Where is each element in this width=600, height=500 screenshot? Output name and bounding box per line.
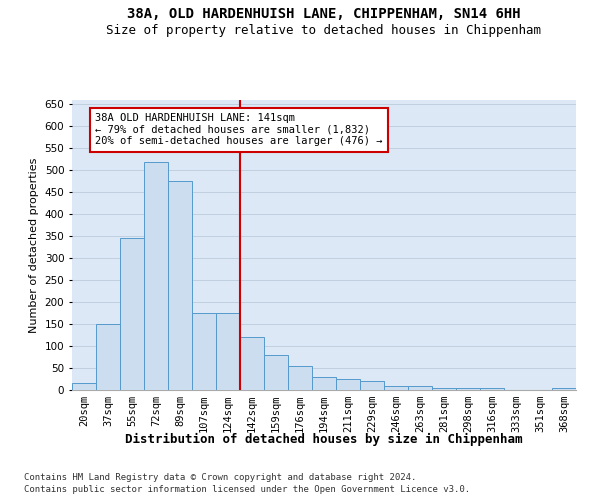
Text: Distribution of detached houses by size in Chippenham: Distribution of detached houses by size …	[125, 432, 523, 446]
Text: Size of property relative to detached houses in Chippenham: Size of property relative to detached ho…	[107, 24, 542, 37]
Bar	[288, 366, 312, 390]
Bar	[408, 386, 432, 390]
Bar	[264, 355, 288, 390]
Text: 38A, OLD HARDENHUISH LANE, CHIPPENHAM, SN14 6HH: 38A, OLD HARDENHUISH LANE, CHIPPENHAM, S…	[127, 8, 521, 22]
Bar	[360, 381, 384, 390]
Bar	[192, 313, 216, 390]
Bar	[168, 182, 192, 390]
Text: 38A OLD HARDENHUISH LANE: 141sqm
← 79% of detached houses are smaller (1,832)
20: 38A OLD HARDENHUISH LANE: 141sqm ← 79% o…	[95, 113, 382, 146]
Text: Contains HM Land Registry data © Crown copyright and database right 2024.: Contains HM Land Registry data © Crown c…	[24, 472, 416, 482]
Bar	[144, 162, 168, 390]
Bar	[72, 384, 96, 390]
Bar	[216, 313, 240, 390]
Text: Contains public sector information licensed under the Open Government Licence v3: Contains public sector information licen…	[24, 485, 470, 494]
Bar	[336, 379, 360, 390]
Bar	[552, 388, 576, 390]
Bar	[480, 388, 504, 390]
Bar	[384, 386, 408, 390]
Bar	[96, 324, 120, 390]
Bar	[432, 388, 456, 390]
Bar	[312, 377, 336, 390]
Bar	[240, 338, 264, 390]
Bar	[120, 238, 144, 390]
Bar	[456, 388, 480, 390]
Y-axis label: Number of detached properties: Number of detached properties	[29, 158, 39, 332]
